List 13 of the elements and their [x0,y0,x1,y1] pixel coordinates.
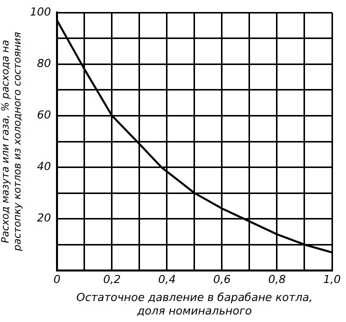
y-tick-label: 60 [36,108,51,122]
x-tick-label: 0,6 [213,272,231,286]
x-axis-title: Остаточное давление в барабане котла, доля номинального [76,291,313,318]
y-tick-label: 40 [36,160,51,174]
x-tick-label: 0 [53,272,60,286]
y-tick-label: 80 [36,57,51,70]
y-tick-label: 20 [36,212,51,225]
y-axis-title: Расход мазута или газа, % расхода на растопку котлов из холодного состояния [0,32,24,252]
y-tick-label: 100 [30,5,51,18]
x-tick-label: 1,0 [323,272,341,286]
x-tick-label: 0,8 [268,272,286,286]
x-tick-label: 0,4 [158,272,176,286]
x-tick-label: 0,2 [103,272,121,286]
